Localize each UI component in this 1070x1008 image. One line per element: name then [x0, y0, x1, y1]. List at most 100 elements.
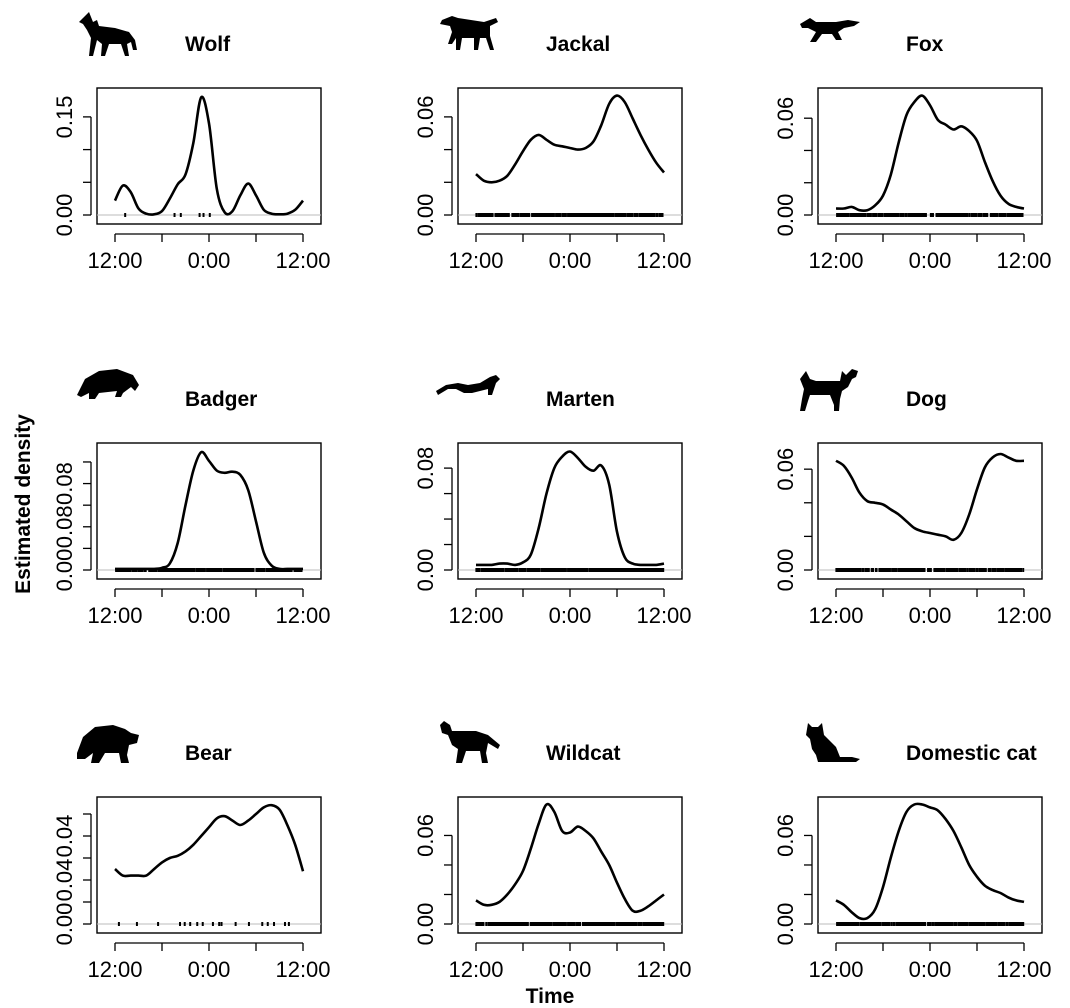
rug-mark	[583, 922, 586, 926]
rug-mark	[179, 922, 182, 926]
rug-mark	[287, 922, 290, 926]
plot-frame	[817, 87, 1043, 225]
rug-mark	[900, 568, 903, 572]
y-tick-label: 0.04	[52, 815, 77, 858]
rug-mark	[975, 213, 978, 217]
rug-mark	[199, 568, 202, 572]
rug-mark	[477, 213, 480, 217]
rug-mark	[135, 922, 138, 926]
rug-mark	[613, 922, 616, 926]
rug-mark	[208, 213, 211, 217]
rug-mark	[939, 568, 942, 572]
x-tick-label: 12:00	[808, 603, 863, 628]
rug-mark	[261, 568, 264, 572]
x-tick-label: 0:00	[188, 248, 231, 273]
panel-fox: Fox 0.00 0.06 12:00 0:00 12:00	[773, 18, 1052, 273]
rug-mark	[632, 568, 635, 572]
rug-mark	[535, 922, 538, 926]
rug-mark	[966, 922, 969, 926]
rug-mark	[486, 568, 489, 572]
rug-mark	[883, 922, 886, 926]
rug-mark	[612, 922, 615, 926]
rug-mark	[535, 213, 538, 217]
rug-mark	[584, 922, 587, 926]
density-curve	[475, 802, 665, 914]
rug-mark	[979, 213, 982, 217]
plot-frame	[457, 87, 683, 225]
rug-mark	[615, 213, 618, 217]
rug-mark	[591, 922, 594, 926]
rug-mark	[581, 568, 584, 572]
rug-mark	[946, 213, 949, 217]
rug-mark	[202, 213, 205, 217]
rug-mark	[974, 922, 977, 926]
density-curve	[475, 94, 666, 184]
rug-mark	[624, 922, 627, 926]
plot-frame	[96, 442, 322, 580]
rug-mark	[475, 213, 478, 217]
rug-mark	[928, 568, 931, 572]
rug-mark	[886, 922, 889, 926]
rug-mark	[514, 568, 517, 572]
rug-mark	[662, 568, 665, 572]
rug-mark	[631, 213, 634, 217]
rug-mark	[649, 568, 652, 572]
rug-mark	[882, 568, 885, 572]
rug-mark	[861, 922, 864, 926]
rug-mark	[997, 568, 1000, 572]
x-tick-label: 12:00	[636, 603, 691, 628]
rug-mark	[966, 213, 969, 217]
rug-mark	[845, 568, 848, 572]
dog-icon	[800, 369, 858, 411]
rug-mark	[593, 213, 596, 217]
rug-mark	[1008, 568, 1011, 572]
rug-mark	[647, 568, 650, 572]
rug-mark	[261, 922, 264, 926]
rug-mark	[158, 568, 161, 572]
y-tick-label: 0.06	[773, 448, 798, 491]
rug-mark	[275, 568, 278, 572]
rug-mark	[651, 568, 654, 572]
rug-mark	[643, 568, 646, 572]
rug-mark	[848, 922, 851, 926]
x-tick-label: 0:00	[909, 248, 952, 273]
rug-mark	[579, 922, 582, 926]
rug-mark	[920, 213, 923, 217]
rug-mark	[986, 213, 989, 217]
bear-icon	[77, 725, 139, 763]
panel-title: Badger	[185, 388, 257, 411]
rug-mark	[996, 568, 999, 572]
rug-mark	[864, 213, 867, 217]
rug-mark	[998, 568, 1001, 572]
rug-mark	[988, 922, 991, 926]
rug-mark	[273, 922, 276, 926]
rug-mark	[624, 213, 627, 217]
x-tick-label: 0:00	[188, 603, 231, 628]
rug-mark	[544, 213, 547, 217]
rug-mark	[842, 568, 845, 572]
density-curve	[835, 94, 1025, 212]
wolf-icon	[79, 12, 137, 56]
rug-mark	[976, 568, 979, 572]
rug-mark	[991, 213, 994, 217]
rug-mark	[948, 213, 951, 217]
panel-domestic-cat: Domestic cat 0.00 0.06 12:00 0:00 12:00	[773, 723, 1052, 982]
rug-mark	[859, 922, 862, 926]
rug-mark	[172, 568, 175, 572]
rug-mark	[629, 568, 632, 572]
rug-mark	[974, 213, 977, 217]
x-tick-label: 12:00	[996, 603, 1051, 628]
rug-mark	[598, 922, 601, 926]
rug-mark	[562, 922, 565, 926]
rug-mark	[588, 213, 591, 217]
rug-mark	[857, 568, 860, 572]
rug-mark	[485, 922, 488, 926]
rug-mark	[958, 922, 961, 926]
rug-mark	[173, 213, 176, 217]
y-tick-label: 0.00	[773, 903, 798, 946]
rug-mark	[636, 213, 639, 217]
rug-mark	[621, 213, 624, 217]
rug-mark	[851, 568, 854, 572]
panel-grid: Wolf 0.00 0.15 12:00 0:00 12:00 Jackal 0.00 0.06…	[52, 12, 1052, 982]
